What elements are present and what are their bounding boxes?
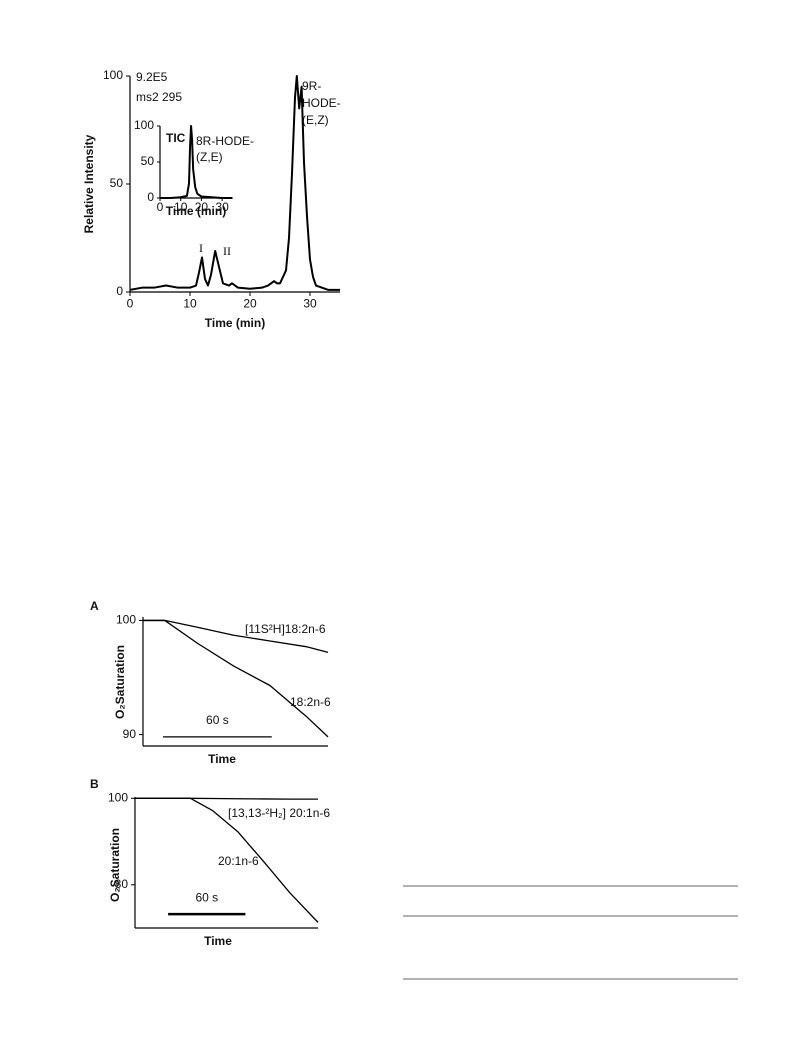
series-label: [13,13-²H₂] 20:1n-6 (228, 806, 330, 820)
y-tick-label: 50 (110, 176, 124, 190)
y-axis-label: O₂Saturation (113, 645, 127, 719)
panel-label: B (90, 777, 99, 791)
y-tick-label: 50 (141, 154, 155, 168)
annotation: TIC (166, 131, 186, 145)
y-axis-label: Relative Intensity (82, 134, 96, 233)
y-tick-label: 90 (123, 727, 137, 741)
x-axis-label: Time (min) (166, 204, 226, 218)
annotation: (Z,E) (196, 150, 223, 164)
annotation: II (223, 244, 231, 258)
x-tick-label: 20 (243, 297, 257, 311)
scale-bar-label: 60 s (206, 713, 229, 727)
series-line (143, 619, 329, 738)
x-axis-label: Time (208, 752, 236, 766)
annotation: (E,Z) (302, 113, 329, 127)
x-tick-label: 0 (157, 200, 164, 214)
x-axis-label: Time (204, 934, 232, 948)
annotation: ms2 295 (136, 90, 182, 104)
y-axis-label: O₂Saturation (108, 828, 122, 902)
series-label: 18:2n-6 (290, 695, 331, 709)
x-tick-label: 30 (215, 200, 229, 214)
annotation: 9.2E5 (136, 70, 168, 84)
series-line (135, 797, 319, 923)
x-tick-label: 30 (303, 297, 317, 311)
annotation: 8R-HODE- (196, 134, 254, 148)
y-tick-label: 100 (134, 118, 154, 132)
x-tick-label: 0 (127, 297, 134, 311)
panel-label: A (90, 599, 99, 613)
y-tick-label: 100 (103, 68, 123, 82)
series-label: 20:1n-6 (218, 854, 259, 868)
y-tick-label: 100 (108, 790, 128, 804)
scale-bar-label: 60 s (195, 890, 218, 904)
annotation: I (199, 241, 203, 255)
x-tick-label: 20 (195, 200, 209, 214)
y-tick-label: 100 (116, 613, 136, 627)
series-line (129, 75, 340, 291)
y-tick-label: 0 (116, 284, 123, 298)
x-axis-label: Time (min) (205, 316, 265, 330)
series-label: [11S²H]18:2n-6 (245, 622, 326, 636)
y-tick-label: 0 (147, 190, 154, 204)
x-tick-label: 10 (183, 297, 197, 311)
series-line (160, 125, 233, 199)
annotation: 9R- (302, 79, 321, 93)
y-tick-label: 80 (115, 877, 129, 891)
annotation: HODE- (302, 96, 341, 110)
x-tick-label: 10 (174, 200, 188, 214)
